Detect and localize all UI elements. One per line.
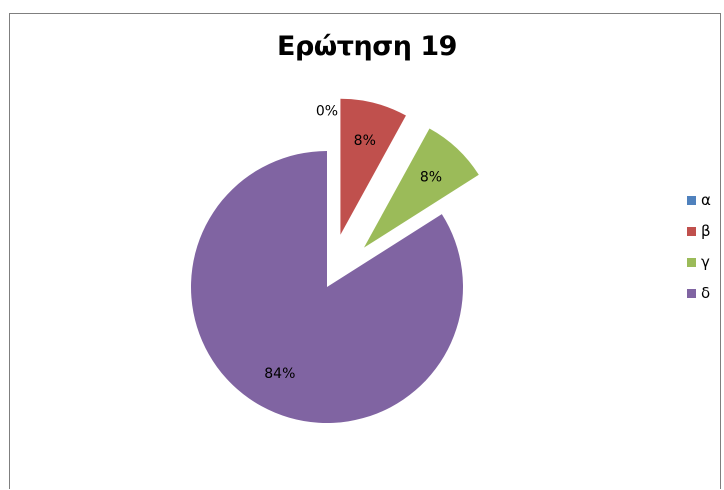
legend-label: γ	[701, 253, 710, 271]
pie-slice-γ	[363, 128, 479, 248]
legend-item-α: α	[687, 185, 721, 216]
data-label-δ: 84%	[264, 366, 295, 382]
legend-swatch-icon	[687, 196, 696, 205]
legend-swatch-icon	[687, 227, 696, 236]
legend-item-β: β	[687, 216, 721, 247]
legend-label: β	[701, 222, 711, 240]
legend-swatch-icon	[687, 258, 696, 267]
legend-item-γ: γ	[687, 247, 721, 278]
chart-title: Ερώτηση 19	[277, 31, 457, 62]
data-label-β: 8%	[354, 133, 376, 149]
legend-swatch-icon	[687, 289, 696, 298]
pie-slice-δ	[190, 151, 464, 423]
legend-label: δ	[701, 284, 711, 302]
data-label-α: 0%	[316, 104, 338, 120]
legend-item-δ: δ	[687, 278, 721, 309]
legend-label: α	[701, 191, 711, 209]
pie-slice-β	[340, 98, 406, 235]
data-label-γ: 8%	[420, 169, 442, 185]
